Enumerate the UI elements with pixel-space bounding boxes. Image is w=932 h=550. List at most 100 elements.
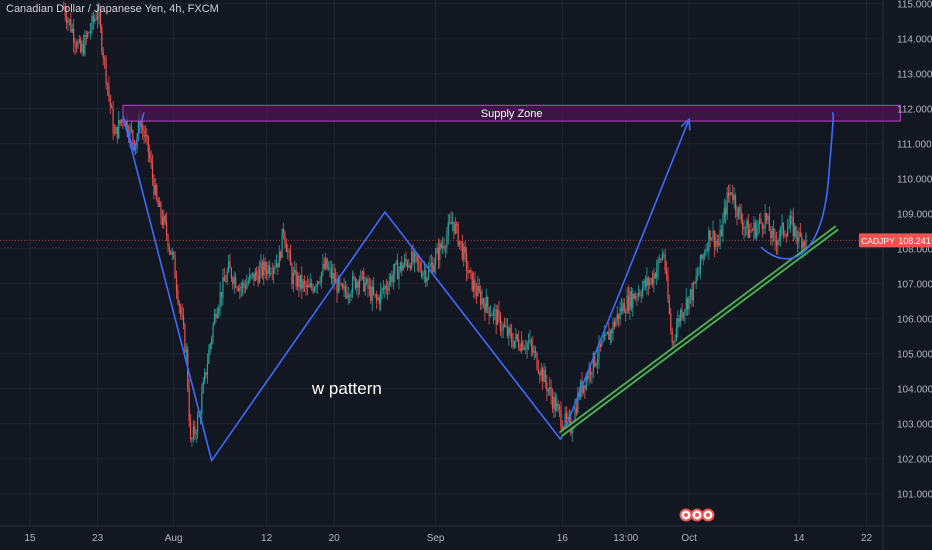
candle-body (488, 307, 490, 316)
candle-body (451, 221, 454, 225)
candle-body (344, 286, 347, 292)
candle-body (480, 291, 482, 305)
candle-body (484, 303, 486, 313)
candle-body (219, 292, 221, 308)
candle-body (177, 290, 179, 303)
candle-body (396, 261, 399, 280)
candle-body (225, 281, 227, 283)
candle-body (729, 192, 731, 196)
candle-body (477, 286, 479, 296)
candle-body (473, 280, 475, 291)
candle-body (801, 236, 803, 249)
time-tick-label: 20 (329, 533, 341, 544)
candle-body (792, 217, 794, 237)
candle-body (115, 126, 117, 134)
candle-body (649, 281, 651, 286)
candle-body (227, 261, 230, 272)
w-pattern-line[interactable] (122, 115, 562, 463)
candle-body (557, 403, 559, 406)
candle-body (564, 413, 566, 427)
candle-body (661, 254, 663, 261)
candle-body (160, 202, 162, 218)
candle-body (63, 7, 65, 9)
price-tick-label: 101.000 (897, 489, 932, 500)
candle-body (463, 246, 465, 260)
supply-zone-box[interactable] (122, 104, 901, 122)
candle-body (311, 283, 313, 288)
candle-body (332, 273, 334, 279)
candle-body (82, 44, 85, 54)
candle-body (577, 392, 579, 414)
candle-body (703, 254, 706, 256)
candle-body (313, 287, 316, 292)
candle-body (351, 276, 354, 293)
candle-body (747, 220, 749, 238)
candle-body (294, 270, 296, 273)
candle-body (443, 245, 445, 249)
candle-body (192, 426, 194, 439)
candle-body (273, 267, 275, 274)
candle-body (513, 340, 516, 348)
candle-body (654, 273, 656, 278)
candle-body (537, 368, 540, 373)
candle-body (209, 344, 211, 350)
candle-body (764, 213, 766, 229)
candle-body (527, 341, 530, 343)
candle-body (257, 274, 259, 283)
candle-body (495, 309, 497, 325)
candle-body (142, 124, 144, 131)
candle-body (137, 119, 140, 137)
early-arrow-line[interactable] (122, 112, 145, 154)
candle-body (226, 271, 228, 283)
candle-body (212, 324, 214, 339)
candle-body (371, 286, 373, 301)
candle-body (111, 105, 113, 109)
candle-body (594, 352, 596, 366)
price-axis[interactable]: 101.000 102.000 103.000 104.000 105.000 106.0… (897, 0, 932, 500)
candle-body (520, 341, 523, 351)
candle-body (171, 252, 173, 255)
projection-arrow-line[interactable] (559, 119, 690, 440)
candle-body (725, 207, 727, 215)
candle-body (788, 224, 790, 229)
candle-body (671, 330, 673, 343)
candle-body (749, 229, 751, 238)
drawings[interactable]: Supply Zone w pattern (122, 104, 901, 463)
candle-body (539, 372, 541, 376)
candle-body (322, 263, 324, 273)
candle-body (542, 368, 544, 382)
candle-body (526, 342, 528, 349)
candle-body (365, 278, 368, 284)
candle-body (239, 287, 241, 291)
projection-curve[interactable] (760, 112, 835, 260)
candle-body (767, 215, 769, 221)
candle-body (242, 282, 244, 289)
candle-body (395, 261, 397, 264)
price-tick-label: 112.000 (897, 104, 932, 115)
candle-body (616, 313, 618, 321)
time-tick-label: 16 (557, 533, 569, 544)
watermark (679, 508, 715, 522)
candle-body (208, 349, 210, 364)
candle-body (642, 287, 644, 296)
candle-body (634, 296, 637, 299)
candle-body (699, 255, 701, 271)
candle-body (512, 342, 514, 348)
tradingview-logo-dot (706, 513, 710, 517)
candle-body (139, 119, 141, 127)
candle-body (691, 289, 693, 301)
candle-body (665, 270, 668, 276)
candle-body (453, 221, 455, 234)
candle-body (64, 7, 66, 17)
candle-body (629, 291, 631, 311)
candle-body (622, 303, 624, 312)
candle-body (698, 270, 700, 276)
candle-body (280, 252, 282, 259)
candle-body (318, 281, 320, 283)
candle-body (361, 271, 363, 273)
candle-body (591, 372, 593, 375)
candle-body (233, 276, 235, 285)
candle-body (611, 330, 613, 334)
